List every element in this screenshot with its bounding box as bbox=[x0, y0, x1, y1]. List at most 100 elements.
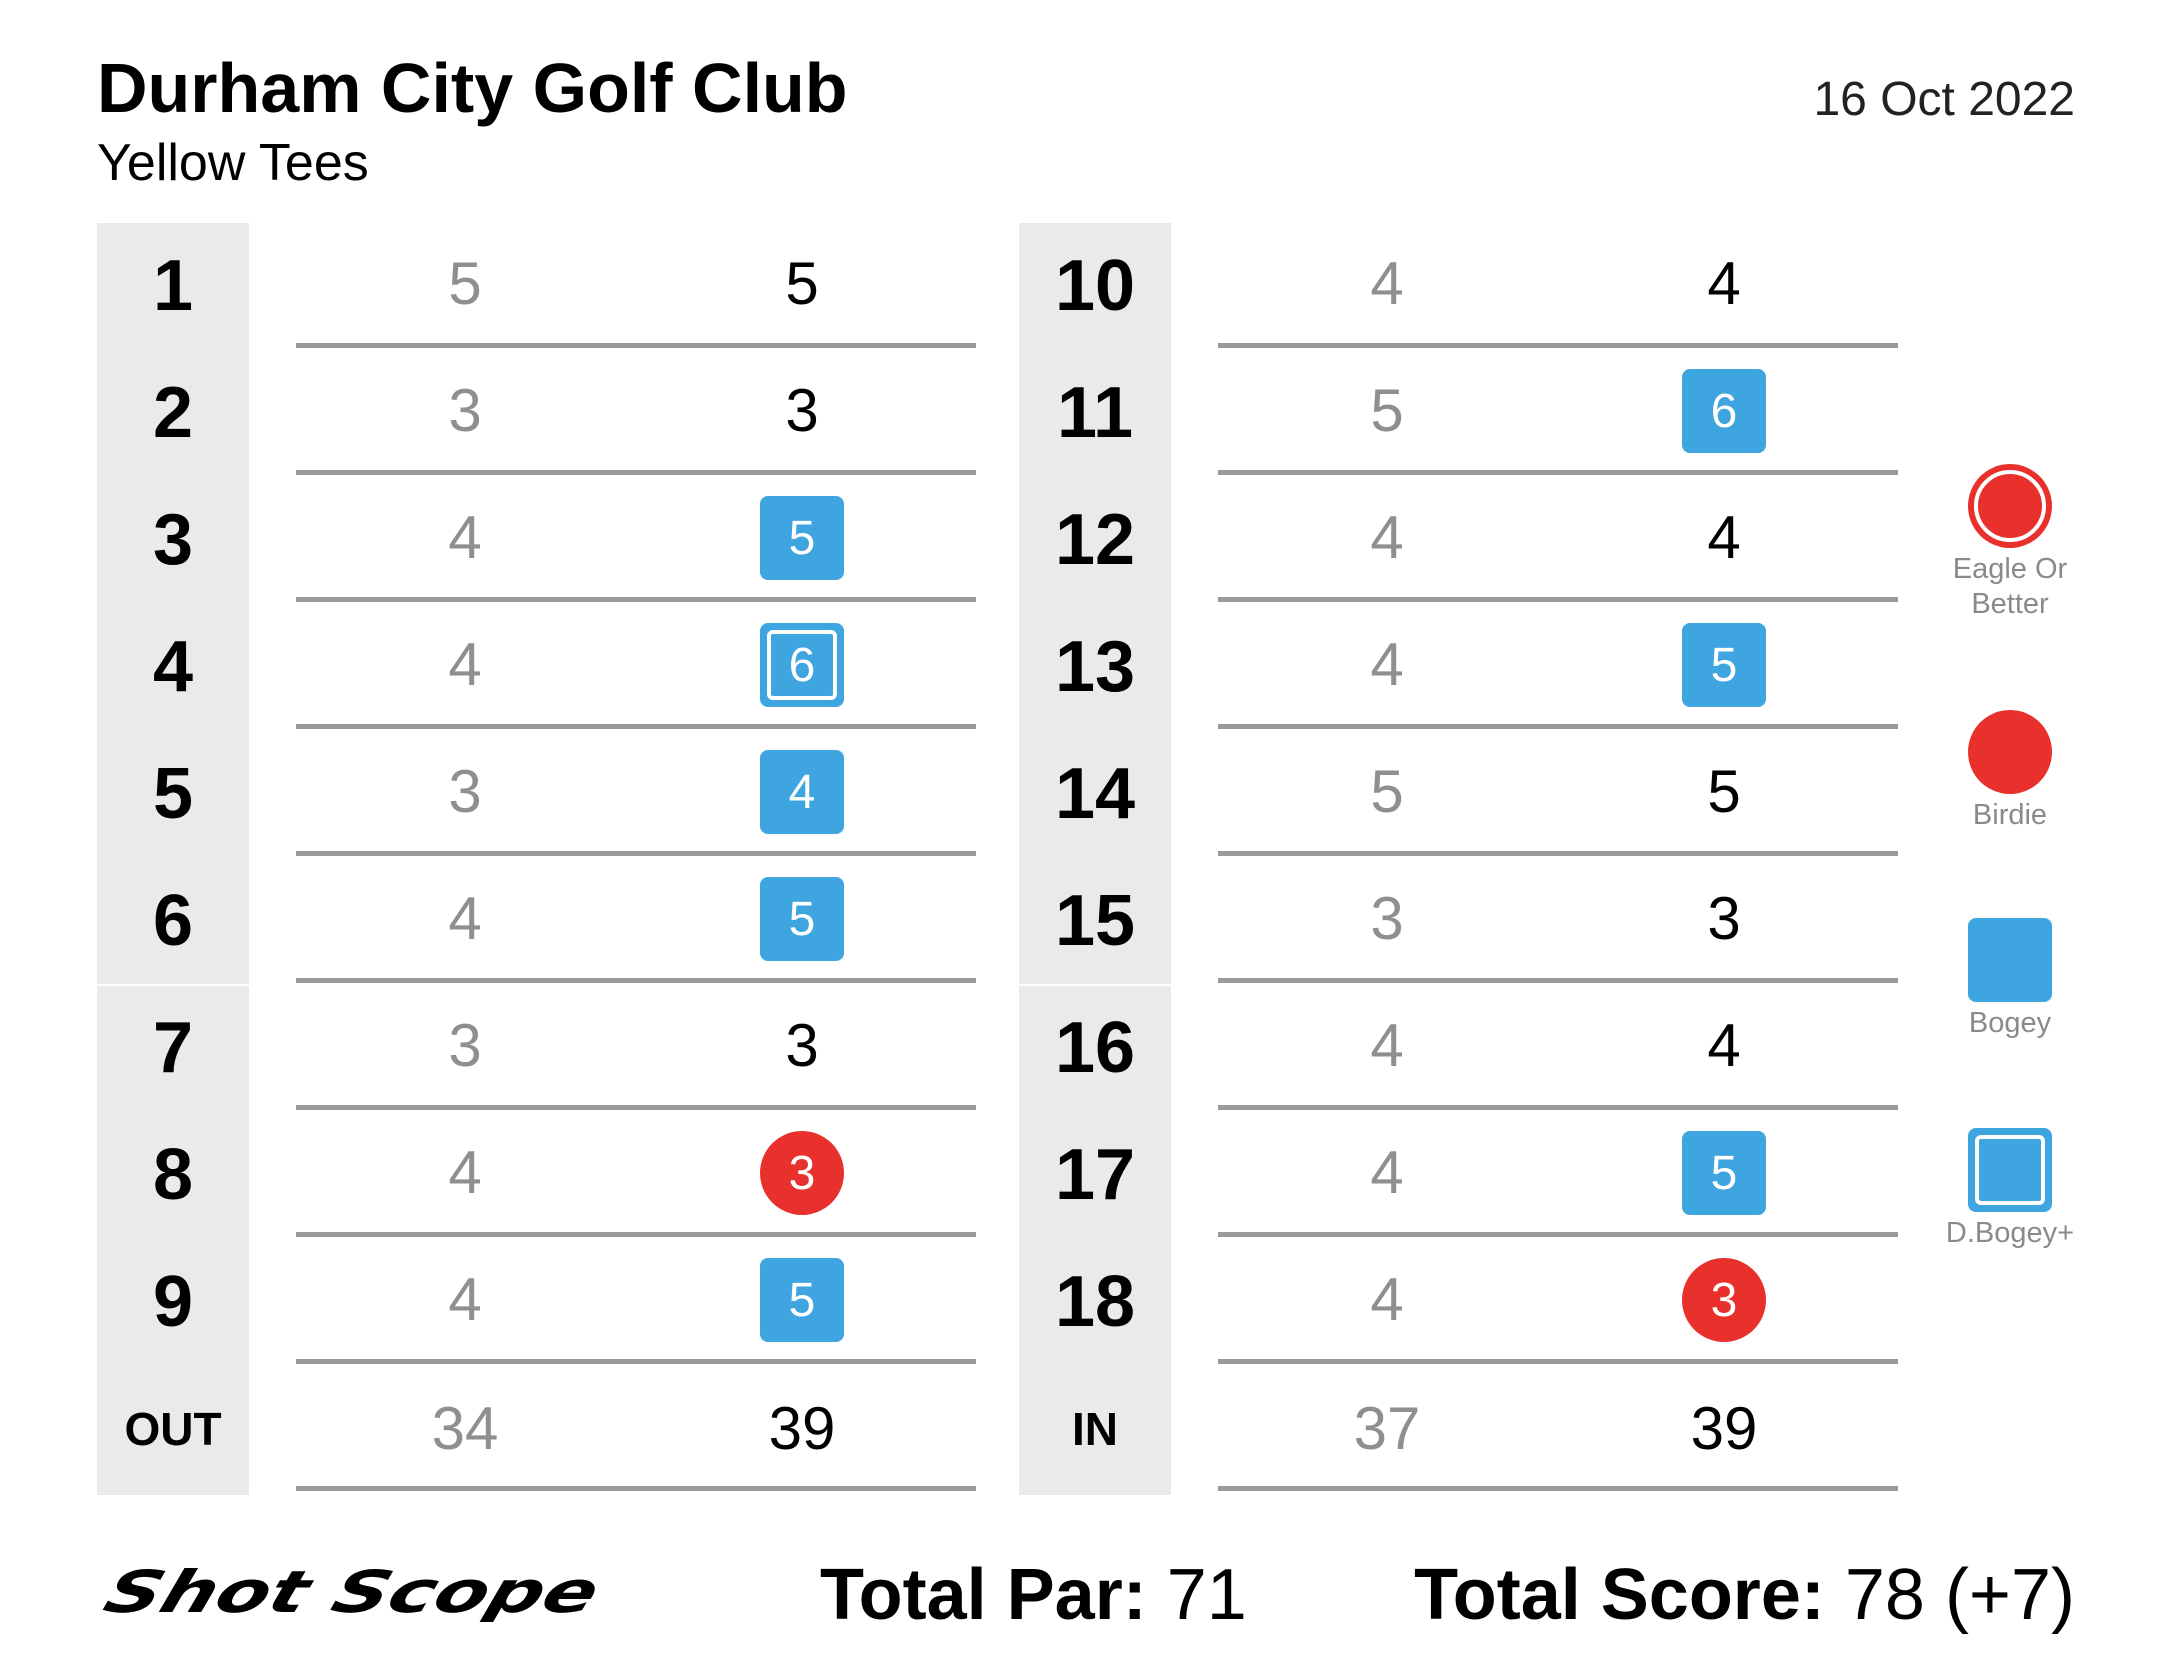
row-divider bbox=[1218, 343, 1898, 348]
hole-score: 5 bbox=[1664, 1130, 1784, 1216]
hole-number: 5 bbox=[152, 754, 194, 834]
hole-number: 6 bbox=[152, 881, 194, 961]
hole-par: 4 bbox=[1370, 1139, 1404, 1206]
hole-score: 4 bbox=[1664, 241, 1784, 327]
score-value: 4 bbox=[1707, 1012, 1741, 1079]
hole-par: 3 bbox=[448, 758, 482, 825]
bogey-marker: 4 bbox=[760, 750, 844, 834]
hole-number: 16 bbox=[1054, 1008, 1136, 1088]
total-score: Total Score: 78 (+7) bbox=[1414, 1552, 2075, 1638]
hole-number: 9 bbox=[152, 1262, 194, 1342]
hole-number: 17 bbox=[1054, 1135, 1136, 1215]
hole-number: 11 bbox=[1056, 373, 1134, 453]
total-par-value: 71 bbox=[1166, 1555, 1247, 1635]
row-divider bbox=[296, 343, 976, 348]
hole-par: 4 bbox=[1370, 250, 1404, 317]
score-value: 5 bbox=[1707, 758, 1741, 825]
hole-par: 4 bbox=[1370, 504, 1404, 571]
hole-par: 4 bbox=[448, 885, 482, 952]
hole-score: 5 bbox=[742, 876, 862, 962]
score-value: 5 bbox=[788, 892, 816, 946]
score-value: 6 bbox=[1710, 384, 1738, 438]
bogey-marker: 6 bbox=[1682, 369, 1766, 453]
hole-number: 2 bbox=[152, 373, 194, 453]
hole-score: 6 bbox=[1664, 368, 1784, 454]
score-value: 5 bbox=[788, 1273, 816, 1327]
hole-par: 5 bbox=[1370, 758, 1404, 825]
legend-birdie: Birdie bbox=[1930, 710, 2090, 833]
tee-name: Yellow Tees bbox=[97, 134, 369, 192]
score-value: 3 bbox=[1710, 1273, 1738, 1327]
hole-score: 4 bbox=[742, 749, 862, 835]
hole-score: 5 bbox=[742, 241, 862, 327]
double-bogey-marker: 6 bbox=[760, 623, 844, 707]
row-divider bbox=[1218, 470, 1898, 475]
hole-number: 18 bbox=[1054, 1262, 1136, 1342]
hole-score: 5 bbox=[1664, 622, 1784, 708]
row-divider bbox=[1218, 1486, 1898, 1491]
bogey-symbol bbox=[1968, 918, 2052, 1002]
score-value: 5 bbox=[1710, 638, 1738, 692]
legend-label: Bogey bbox=[1968, 1007, 2052, 1039]
row-divider bbox=[1218, 1232, 1898, 1237]
nine-total-label: OUT bbox=[124, 1403, 222, 1455]
birdie-marker: 3 bbox=[760, 1131, 844, 1215]
hole-number: 13 bbox=[1054, 627, 1136, 707]
score-value: 5 bbox=[785, 250, 819, 317]
hole-par: 4 bbox=[1370, 1266, 1404, 1333]
hole-par: 3 bbox=[448, 1012, 482, 1079]
score-value: 3 bbox=[1707, 885, 1741, 952]
hole-par: 4 bbox=[448, 504, 482, 571]
hole-par: 3 bbox=[448, 377, 482, 444]
nine-total-par: 34 bbox=[431, 1395, 499, 1462]
row-divider bbox=[1218, 724, 1898, 729]
hole-par: 4 bbox=[1370, 1012, 1404, 1079]
shot-scope-logo: Shot Scope bbox=[96, 1559, 617, 1627]
hole-score: 6 bbox=[742, 622, 862, 708]
legend-label: Birdie bbox=[1972, 799, 2048, 831]
hole-par: 3 bbox=[1370, 885, 1404, 952]
score-value: 3 bbox=[785, 1012, 819, 1079]
hole-number: 10 bbox=[1054, 246, 1136, 326]
round-date: 16 Oct 2022 bbox=[1813, 73, 2075, 126]
score-value: 3 bbox=[785, 377, 819, 444]
hole-number: 1 bbox=[152, 246, 194, 326]
bogey-marker: 5 bbox=[1682, 1131, 1766, 1215]
legend-label: Eagle Or Better bbox=[1952, 553, 2068, 620]
hole-score: 4 bbox=[1664, 495, 1784, 581]
score-value: 4 bbox=[788, 765, 816, 819]
row-divider bbox=[1218, 978, 1898, 983]
row-divider bbox=[296, 1105, 976, 1110]
score-value: 5 bbox=[1710, 1146, 1738, 1200]
bogey-marker: 5 bbox=[760, 877, 844, 961]
hole-number: 12 bbox=[1054, 500, 1136, 580]
hole-score: 5 bbox=[1664, 749, 1784, 835]
legend-double-bogey: D.Bogey+ bbox=[1930, 1128, 2090, 1251]
hole-score: 5 bbox=[742, 1257, 862, 1343]
hole-par: 4 bbox=[1370, 631, 1404, 698]
hole-number: 7 bbox=[152, 1008, 194, 1088]
row-divider bbox=[296, 978, 976, 983]
hole-par: 5 bbox=[448, 250, 482, 317]
hole-score: 3 bbox=[1664, 876, 1784, 962]
svg-text:Shot Scope: Shot Scope bbox=[97, 1562, 608, 1622]
legend-bogey: Bogey bbox=[1930, 918, 2090, 1041]
nine-total-par: 37 bbox=[1353, 1395, 1421, 1462]
nine-total-score: 39 bbox=[768, 1395, 836, 1462]
total-par: Total Par: 71 bbox=[820, 1552, 1247, 1638]
nine-total-score: 39 bbox=[1690, 1395, 1758, 1462]
double-bogey-symbol bbox=[1968, 1128, 2052, 1212]
nine-total-label: IN bbox=[1072, 1403, 1118, 1455]
hole-par: 4 bbox=[448, 1139, 482, 1206]
hole-par: 5 bbox=[1370, 377, 1404, 444]
total-par-label: Total Par: bbox=[820, 1555, 1147, 1635]
row-divider bbox=[296, 470, 976, 475]
club-name: Durham City Golf Club bbox=[97, 49, 848, 127]
hole-score: 3 bbox=[742, 368, 862, 454]
birdie-marker: 3 bbox=[1682, 1258, 1766, 1342]
bogey-marker: 5 bbox=[760, 496, 844, 580]
row-divider bbox=[296, 597, 976, 602]
score-value: 5 bbox=[788, 511, 816, 565]
hole-score: 3 bbox=[742, 1003, 862, 1089]
row-divider bbox=[296, 1486, 976, 1491]
